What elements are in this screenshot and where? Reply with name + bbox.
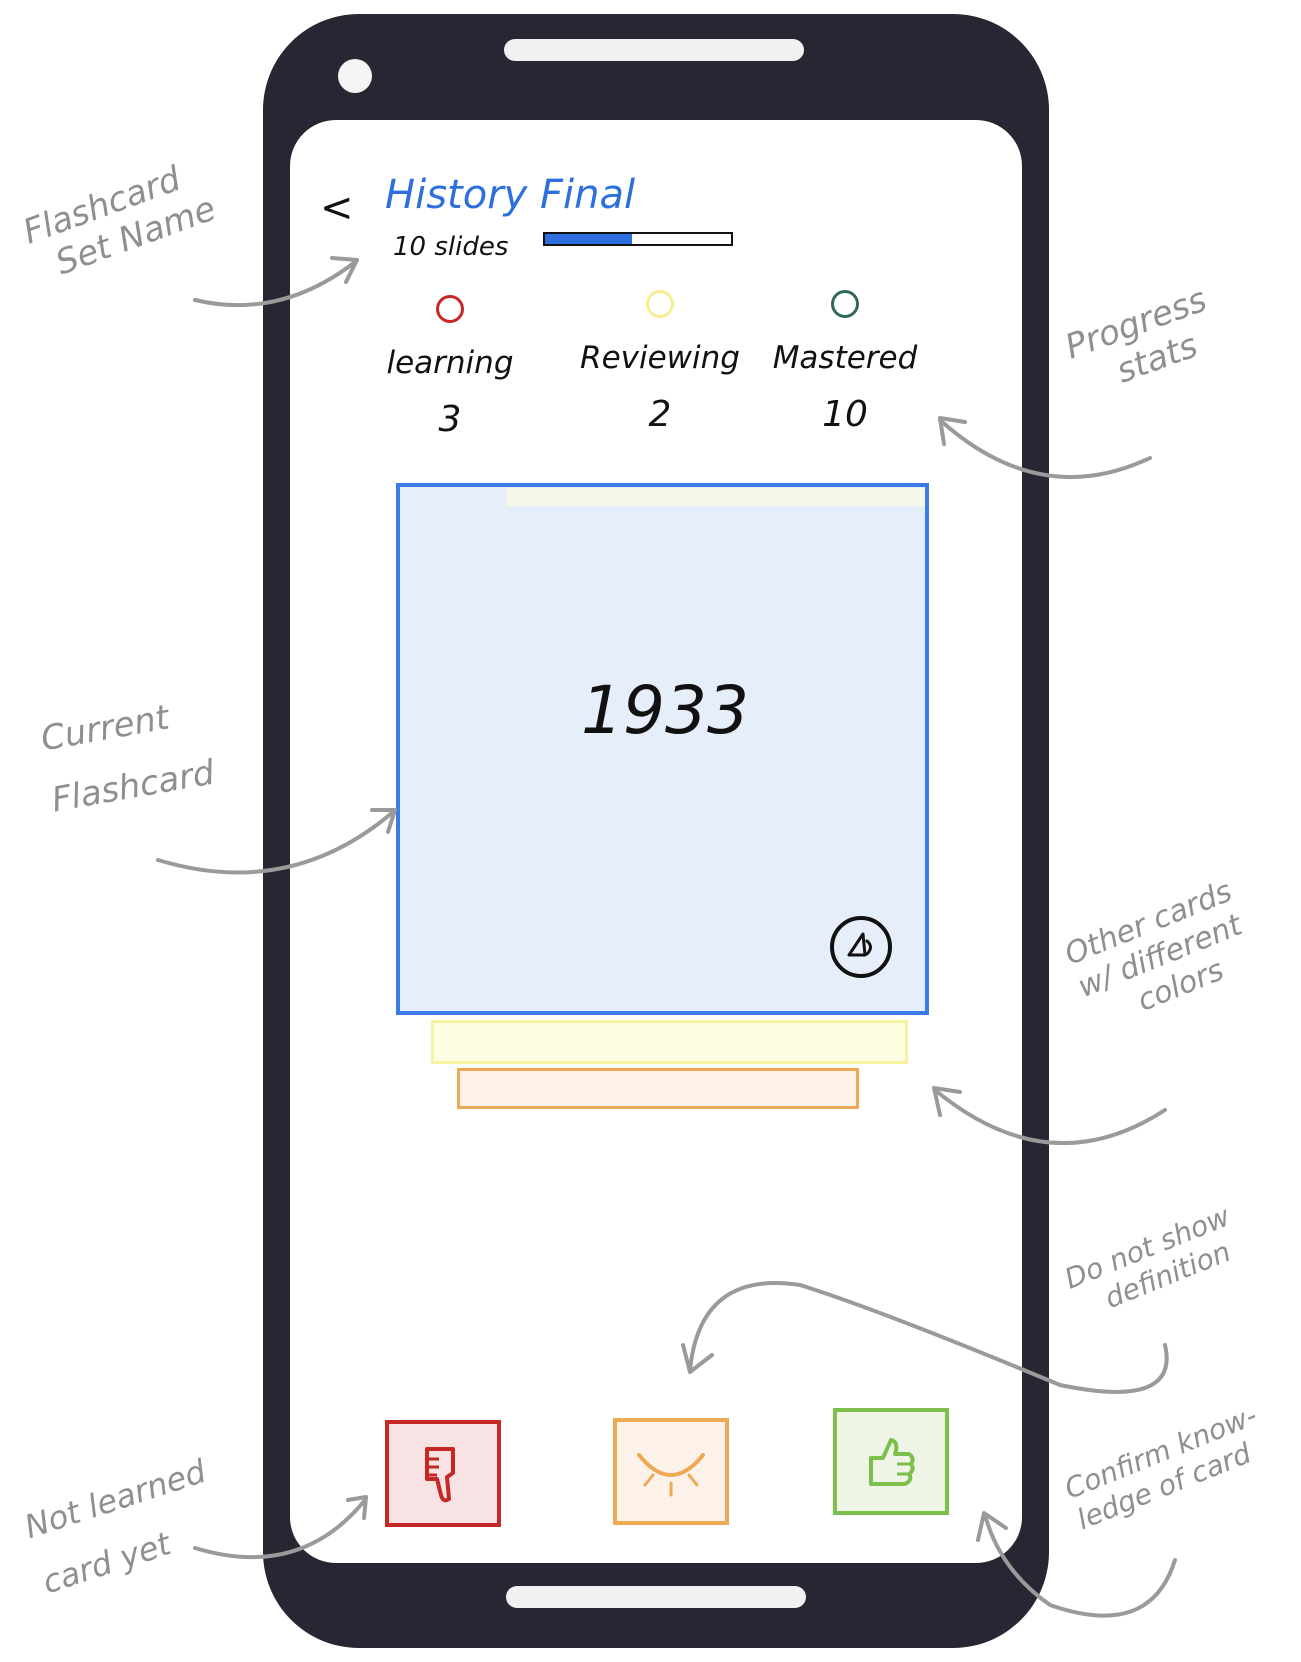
front-camera [338,59,372,93]
progress-arrow [938,418,1152,480]
stat-learning: learning 3 [360,295,540,440]
set-name-arrowhead [330,256,359,284]
flashcard-term: 1933 [581,672,749,749]
closed-eye-icon [637,1452,705,1496]
play-audio-button[interactable] [830,916,892,978]
thumbs-up-icon [869,1437,915,1486]
next-card-edge [506,488,925,506]
no-definition-arrow [688,1281,1169,1394]
set-progress-fill [545,234,633,244]
set-name-arrow [193,260,357,308]
confirm-knowledge-button[interactable] [833,1408,949,1515]
confirm-arrowhead [976,1511,1008,1542]
set-progress-bar [543,232,733,246]
stat-label: Reviewing [580,340,740,376]
not-learned-arrowhead [346,1495,368,1520]
stat-mastered: Mastered 10 [755,290,935,435]
stacked-card-orange [457,1068,859,1109]
learning-status-dot [436,295,464,323]
not-learned-button[interactable] [385,1420,501,1527]
not-learned-arrow [193,1498,367,1560]
chevron-left-icon: < [320,185,354,231]
stat-count: 3 [438,399,462,440]
stacked-card-yellow [431,1020,908,1064]
stat-reviewing: Reviewing 2 [570,290,750,435]
current-card-arrowhead [370,808,397,834]
stat-count: 10 [822,394,868,435]
flashcard-set-title: History Final [385,172,636,218]
back-button[interactable]: < [320,185,354,231]
hide-definition-button[interactable] [613,1418,729,1525]
other-cards-arrowhead [932,1086,962,1117]
other-cards-arrow [933,1088,1167,1145]
stat-count: 2 [648,394,672,435]
confirm-arrow [983,1513,1177,1618]
stat-label: Mastered [772,340,918,376]
earpiece-speaker [504,39,804,61]
current-flashcard[interactable]: 1933 [396,483,929,1015]
current-card-arrow [156,810,395,875]
mastered-status-dot [831,290,859,318]
slide-count: 10 slides [393,232,509,262]
no-definition-arrowhead [681,1343,714,1374]
thumbs-down-icon [425,1446,455,1502]
progress-arrowhead [938,416,967,446]
stat-label: learning [386,345,514,381]
bottom-speaker [506,1586,806,1608]
speaker-icon [847,932,872,957]
reviewing-status-dot [646,290,674,318]
